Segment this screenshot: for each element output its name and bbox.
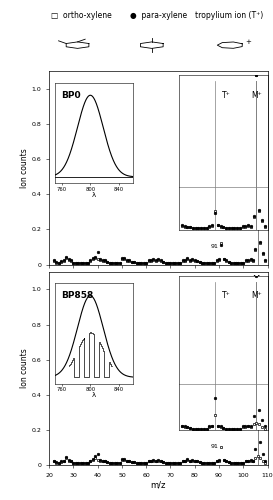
Y-axis label: Ion counts: Ion counts [20,148,29,188]
Text: ●  para-xylene: ● para-xylene [130,11,187,20]
Text: tropylium ion (T⁺): tropylium ion (T⁺) [195,11,264,20]
Text: □  ortho-xylene: □ ortho-xylene [51,11,112,20]
X-axis label: m/z: m/z [151,480,166,490]
Text: M⁺: M⁺ [252,74,264,84]
Y-axis label: Ion counts: Ion counts [20,348,29,389]
Text: +: + [246,40,252,46]
Text: M⁺: M⁺ [252,275,264,284]
